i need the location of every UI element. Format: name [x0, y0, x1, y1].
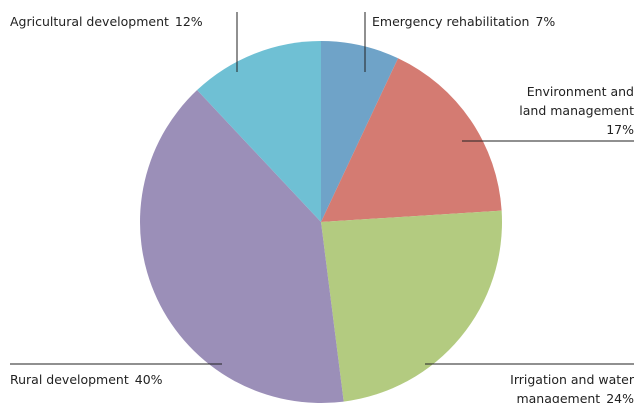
- pie-slice: [321, 58, 502, 222]
- category-label: Emergency rehabilitation: [372, 14, 530, 29]
- pie-slice: [321, 210, 503, 402]
- category-label: Environment and land management: [519, 84, 634, 118]
- slice-label: Agricultural development 12%: [10, 12, 203, 31]
- pie-slice: [197, 41, 321, 222]
- slice-label: Environment and land management 17%: [519, 82, 634, 139]
- pie-slice: [140, 90, 344, 403]
- value-label: 24%: [606, 391, 634, 403]
- slices: [140, 41, 503, 403]
- value-label: 7%: [535, 14, 556, 29]
- slice-label: Irrigation and water management 24%: [494, 370, 634, 403]
- slice-label: Rural development 40%: [10, 370, 163, 389]
- value-label: 17%: [606, 122, 634, 137]
- category-label: Irrigation and water management: [510, 372, 634, 403]
- value-label: 12%: [174, 14, 203, 29]
- pie-slice: [321, 41, 399, 222]
- category-label: Rural development: [10, 372, 129, 387]
- value-label: 40%: [134, 372, 163, 387]
- category-label: Agricultural development: [10, 14, 169, 29]
- slice-label: Emergency rehabilitation 7%: [372, 12, 555, 31]
